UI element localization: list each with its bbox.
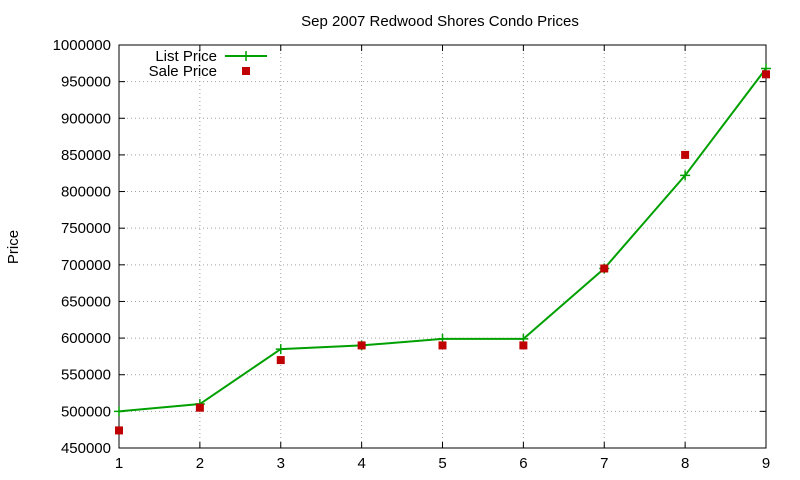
y-tick-label: 1000000 bbox=[53, 37, 111, 54]
y-tick-label: 800000 bbox=[61, 184, 111, 201]
y-tick-label: 650000 bbox=[61, 293, 111, 310]
legend-label-list-price: List Price bbox=[155, 48, 217, 65]
y-tick-label: 500000 bbox=[61, 403, 111, 420]
sale-price-point bbox=[195, 403, 204, 412]
list-price-line bbox=[118, 67, 767, 413]
x-tick-label: 9 bbox=[762, 455, 770, 472]
x-tick-label: 6 bbox=[519, 455, 527, 472]
axis-ticks: 450000 500000 550000 600000 650000 700000 7500… bbox=[53, 37, 771, 472]
y-tick-label: 850000 bbox=[61, 147, 111, 164]
sale-price-point bbox=[519, 341, 528, 350]
y-tick-label: 600000 bbox=[61, 330, 111, 347]
list-price-point bbox=[275, 344, 286, 355]
x-tick-label: 7 bbox=[600, 455, 608, 472]
y-tick-label: 550000 bbox=[61, 367, 111, 384]
list-price-point bbox=[680, 170, 691, 181]
y-tick-label: 450000 bbox=[61, 440, 111, 457]
legend: List Price Sale Price bbox=[149, 48, 267, 80]
y-tick-label: 900000 bbox=[61, 110, 111, 127]
x-tick-label: 4 bbox=[357, 455, 365, 472]
y-axis-label: Price bbox=[5, 230, 22, 264]
sale-price-point bbox=[600, 264, 609, 273]
y-tick-label: 750000 bbox=[61, 220, 111, 237]
y-tick-label: 950000 bbox=[61, 74, 111, 91]
sale-price-point bbox=[357, 341, 366, 350]
x-tick-label: 2 bbox=[196, 455, 204, 472]
x-tick-label: 8 bbox=[681, 455, 689, 472]
y-tick-label: 700000 bbox=[61, 257, 111, 274]
sale-price-point bbox=[438, 341, 447, 350]
sale-price-point bbox=[276, 356, 285, 365]
chart-title: Sep 2007 Redwood Shores Condo Prices bbox=[301, 13, 579, 30]
sale-price-point bbox=[762, 70, 770, 79]
x-tick-label: 1 bbox=[115, 455, 123, 472]
gridlines bbox=[119, 45, 766, 448]
legend-marker-list-price bbox=[241, 51, 251, 61]
sale-price-point bbox=[681, 150, 690, 159]
x-tick-label: 5 bbox=[438, 455, 446, 472]
list-price-point bbox=[114, 406, 124, 417]
series-layer bbox=[114, 63, 771, 435]
legend-marker-sale-price bbox=[242, 67, 250, 75]
x-tick-label: 3 bbox=[277, 455, 285, 472]
sale-price-point bbox=[115, 426, 123, 435]
legend-label-sale-price: Sale Price bbox=[149, 63, 217, 80]
